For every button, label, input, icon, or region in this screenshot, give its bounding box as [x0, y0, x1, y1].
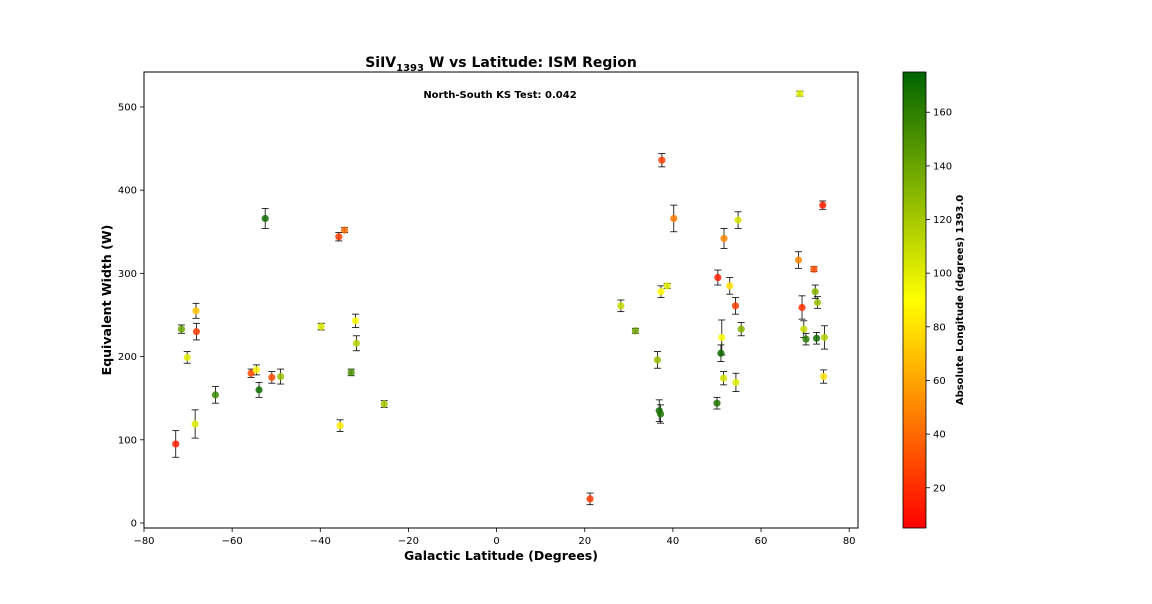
data-points — [172, 90, 829, 503]
data-point — [252, 366, 260, 374]
data-point — [653, 356, 662, 364]
data-point — [255, 386, 263, 394]
data-point — [720, 234, 728, 243]
data-point — [794, 256, 803, 264]
data-point — [192, 307, 200, 315]
y-tick-label: 200 — [118, 352, 137, 363]
chart-title: SiIV1393 W vs Latitude: ISM Region — [365, 55, 637, 74]
x-axis-label: Galactic Latitude (Degrees) — [404, 548, 598, 563]
data-point — [810, 265, 818, 273]
data-point — [191, 420, 199, 428]
data-point — [713, 399, 721, 407]
x-tick-label: −20 — [398, 536, 419, 547]
colorbar-label: Absolute Longitude (degrees) 1393.0 — [955, 195, 966, 405]
plot-frame — [143, 71, 859, 529]
x-tick-label: −60 — [222, 536, 243, 547]
data-point — [670, 214, 678, 223]
chart-title-main: SiIV — [365, 55, 396, 71]
y-axis-label: Equivalent Width (W) — [99, 225, 114, 376]
colorbar-tick-label: 40 — [933, 430, 946, 441]
data-point — [812, 334, 821, 342]
data-point — [172, 440, 180, 448]
data-point — [820, 372, 828, 381]
data-point — [820, 333, 829, 342]
y-tick-label: 0 — [131, 519, 137, 530]
colorbar-tick-label: 20 — [933, 483, 946, 494]
data-point — [177, 325, 186, 333]
x-tick-label: 60 — [755, 536, 768, 547]
data-point — [734, 216, 742, 224]
annotation-ks-test: North-South KS Test: 0.042 — [423, 90, 576, 101]
data-point — [732, 378, 740, 386]
x-tick-label: 80 — [843, 536, 856, 547]
data-point — [317, 323, 325, 331]
data-point — [261, 214, 269, 223]
data-point — [631, 327, 640, 335]
colorbar-tick-label: 60 — [933, 376, 946, 387]
y-tick-label: 300 — [118, 269, 137, 280]
chart-title-sub: 1393 — [396, 63, 424, 74]
y-axis-ticks: 0 100 200 300 400 500 — [118, 102, 144, 530]
y-tick-label: 100 — [118, 435, 137, 446]
x-tick-label: −40 — [310, 536, 331, 547]
colorbar-tick-label: 160 — [933, 108, 952, 119]
data-point — [726, 282, 734, 290]
data-point — [663, 282, 671, 290]
data-point — [247, 369, 255, 377]
data-point — [811, 288, 819, 296]
data-point — [800, 325, 808, 333]
data-point — [731, 302, 740, 310]
data-point — [656, 410, 665, 418]
data-point — [277, 372, 285, 381]
x-tick-label: 0 — [493, 536, 499, 547]
data-point — [335, 233, 343, 241]
data-point — [211, 391, 219, 399]
data-point — [351, 317, 360, 325]
y-tick-label: 500 — [118, 102, 137, 113]
colorbar-ticks: 20 40 60 80 100 120 140 160 — [926, 108, 952, 494]
y-tick-label: 400 — [118, 186, 137, 197]
data-point — [718, 333, 726, 342]
data-point — [717, 349, 725, 357]
data-point — [352, 339, 361, 347]
data-point — [813, 298, 822, 307]
colorbar-tick-label: 120 — [933, 215, 952, 226]
data-point — [192, 328, 201, 336]
data-point — [657, 288, 665, 296]
chart-title-rest: W vs Latitude: ISM Region — [424, 55, 637, 71]
x-tick-label: −80 — [133, 536, 154, 547]
data-point — [617, 302, 625, 310]
data-point — [796, 90, 804, 98]
data-point — [380, 400, 388, 408]
x-axis-ticks: −80 −60 −40 −20 0 20 40 60 80 — [133, 528, 856, 547]
data-point — [798, 303, 806, 312]
x-tick-label: 40 — [667, 536, 680, 547]
data-point — [340, 226, 349, 234]
data-point — [802, 335, 810, 343]
data-point — [737, 325, 745, 333]
colorbar-tick-label: 80 — [933, 322, 946, 333]
error-bars — [172, 90, 829, 506]
data-point — [819, 201, 827, 209]
data-point — [658, 156, 666, 164]
data-point — [268, 373, 276, 381]
data-point — [336, 422, 344, 430]
data-point — [183, 353, 191, 362]
data-point — [586, 495, 594, 503]
data-point — [714, 273, 722, 282]
data-point — [719, 374, 728, 382]
colorbar — [902, 71, 927, 529]
x-tick-label: 20 — [578, 536, 591, 547]
colorbar-tick-label: 100 — [933, 269, 952, 280]
data-point — [347, 368, 355, 376]
colorbar-tick-label: 140 — [933, 161, 952, 172]
